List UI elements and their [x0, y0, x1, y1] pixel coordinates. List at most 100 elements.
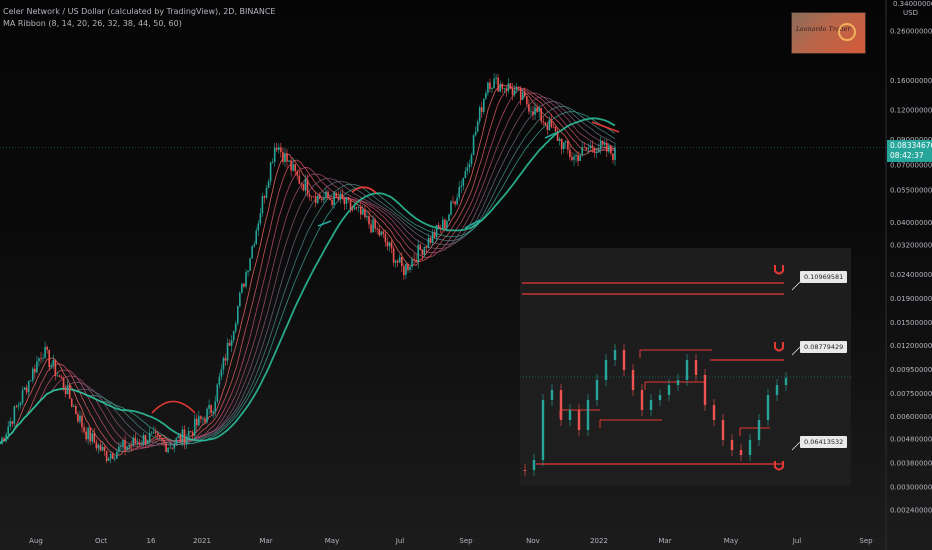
candle-body — [501, 83, 504, 89]
candle-body — [259, 213, 262, 224]
candle-body — [249, 258, 251, 271]
candle-body — [544, 122, 547, 126]
candle-body — [296, 171, 299, 176]
inset-candle-body — [748, 440, 752, 455]
candle-body — [95, 442, 98, 449]
price-tick-label: 0.26000000 — [890, 28, 932, 36]
candle-body — [46, 347, 48, 350]
candle-body — [601, 141, 604, 145]
candle-body — [23, 387, 26, 391]
candle-body — [243, 283, 245, 287]
candle-body — [126, 446, 128, 450]
candle-body — [376, 228, 378, 230]
candle-body — [15, 406, 18, 408]
time-tick-label: Mar — [259, 537, 272, 545]
candle-body — [54, 360, 57, 376]
candle-body — [560, 138, 563, 150]
time-tick-label: Mar — [658, 537, 671, 545]
candle-body — [97, 444, 100, 449]
inset-candle-body — [730, 440, 734, 450]
bar-countdown: 08:42:37 — [890, 151, 924, 160]
inset-candle-body — [568, 410, 572, 420]
candle-body — [339, 193, 342, 200]
candle-body — [66, 385, 69, 395]
candle-body — [329, 198, 331, 200]
time-tick-label: Aug — [29, 537, 43, 545]
annotation-dash — [464, 219, 481, 229]
candle-body — [583, 146, 586, 148]
inset-candle-body — [523, 470, 527, 471]
candle-body — [150, 432, 153, 434]
time-tick-label: 2021 — [193, 537, 211, 545]
candle-body — [58, 375, 61, 377]
candle-body — [239, 292, 241, 307]
candle-body — [228, 342, 231, 346]
candle-body — [185, 436, 188, 444]
candle-body — [19, 402, 22, 406]
candle-body — [536, 107, 538, 112]
candle-body — [505, 88, 508, 91]
time-tick-label: 2022 — [590, 537, 608, 545]
candle-body — [401, 257, 403, 266]
candle-body — [480, 107, 483, 112]
candle-body — [83, 427, 85, 432]
candle-body — [556, 131, 559, 141]
candle-body — [300, 183, 303, 185]
candle-body — [212, 411, 214, 413]
ma-line — [0, 117, 616, 445]
candle-body — [439, 227, 442, 230]
candle-body — [206, 408, 208, 422]
candle-body — [144, 435, 147, 445]
candle-body — [591, 145, 594, 149]
candle-body — [286, 153, 288, 162]
candle-body — [403, 265, 405, 275]
candle-body — [204, 418, 206, 422]
candle-body — [603, 142, 606, 145]
candle-body — [183, 429, 186, 444]
time-tick-label: Jul — [395, 537, 405, 545]
candle-body — [302, 184, 305, 191]
candle-body — [275, 147, 278, 150]
candle-body — [25, 387, 28, 393]
inset-candle-body — [541, 400, 545, 460]
candle-body — [554, 126, 557, 132]
candle-body — [52, 360, 55, 366]
magnet-icon — [774, 461, 784, 471]
candle-body — [355, 207, 358, 209]
candle-body — [196, 418, 198, 426]
candle-body — [271, 162, 274, 163]
inset-callout-pointer — [791, 346, 801, 356]
candle-body — [306, 179, 309, 195]
price-tick-label: 0.00380000 — [890, 460, 932, 468]
inset-candle-body — [559, 390, 563, 420]
candle-body — [267, 181, 270, 189]
candle-body — [431, 232, 434, 243]
candle-body — [200, 416, 202, 419]
candle-body — [232, 331, 235, 340]
candle-body — [163, 440, 165, 443]
inset-level-label-mid: 0.08779429 — [800, 341, 848, 353]
candle-body — [345, 197, 348, 204]
candle-body — [423, 246, 426, 255]
candle-body — [120, 446, 122, 447]
candle-body — [161, 437, 163, 441]
candle-body — [437, 225, 440, 228]
inset-candle-body — [640, 390, 644, 410]
candle-body — [444, 219, 446, 229]
inset-candle-body — [622, 350, 626, 370]
inset-callout-pointer — [791, 281, 801, 291]
candle-body — [288, 160, 290, 162]
candle-body — [116, 451, 118, 459]
candle-body — [189, 431, 192, 433]
candle-body — [538, 107, 540, 112]
annotation-dash — [544, 131, 559, 139]
candle-body — [29, 380, 32, 382]
inset-candle-body — [712, 405, 716, 420]
candle-body — [11, 421, 14, 424]
candle-body — [606, 142, 608, 152]
candle-body — [136, 442, 139, 444]
chart-legend: Celer Network / US Dollar (calculated by… — [3, 6, 275, 30]
inset-candle-body — [532, 460, 536, 470]
